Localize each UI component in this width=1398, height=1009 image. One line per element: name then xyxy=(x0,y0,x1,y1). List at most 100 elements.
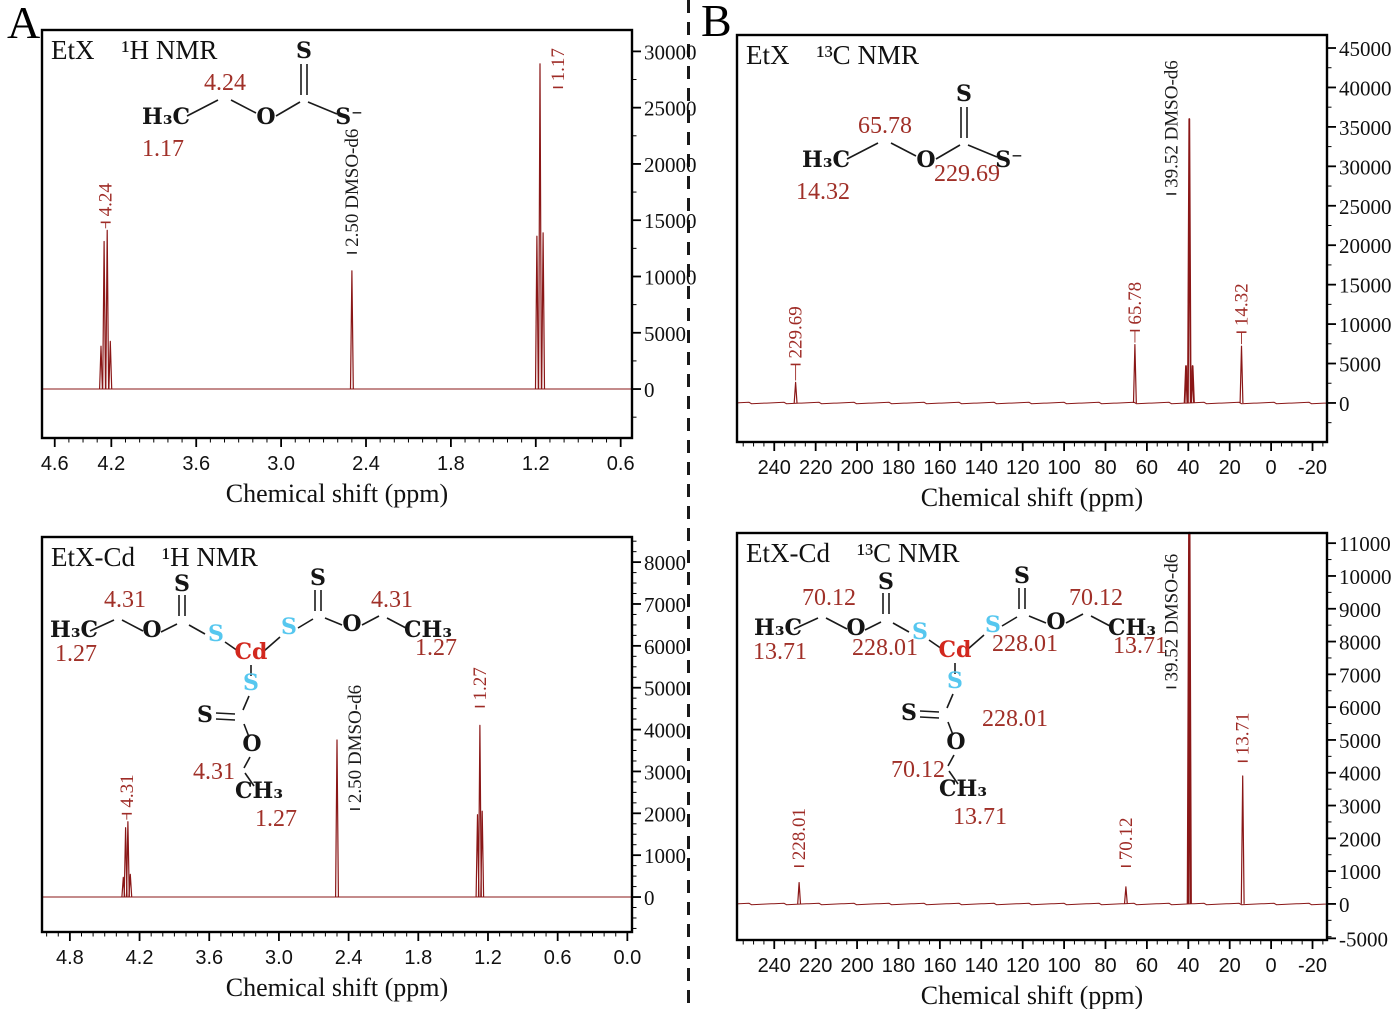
y-tick-label: 25000 xyxy=(644,97,697,121)
y-tick-label: 0 xyxy=(644,378,655,402)
y-tick-label: 10000 xyxy=(644,265,697,289)
panel-divider xyxy=(687,0,690,1009)
peak xyxy=(475,814,480,898)
x-tick-label: 20 xyxy=(1219,955,1241,977)
shift-c: 229.69 xyxy=(934,161,1000,187)
atom-s-bridge-right: S xyxy=(985,612,1001,638)
y-tick-label: 40000 xyxy=(1339,76,1392,100)
x-tick-label: 4.6 xyxy=(41,453,69,475)
peak xyxy=(477,724,482,898)
atom-s-thione-left: S xyxy=(174,571,190,597)
y-tick-label: 1000 xyxy=(644,844,686,868)
x-axis-title: Chemical shift (ppm) xyxy=(226,973,448,1002)
shift-ch2-left: 4.31 xyxy=(104,587,146,613)
shift-ch2-bottom: 4.31 xyxy=(193,759,235,785)
plot-frame xyxy=(735,33,1329,444)
peak xyxy=(349,270,354,390)
peak xyxy=(1240,775,1245,904)
peak-label: 2.50 DMSO-d6 xyxy=(342,129,363,247)
x-axis-title: Chemical shift (ppm) xyxy=(921,483,1143,512)
shift-ch3-right: 1.27 xyxy=(415,635,457,661)
panel-etxcd-1h: 4.8 4.2 3.6 3.0 2.4 1.8 1.2 0.6 0.0 0 1000 2000 3000… xyxy=(40,535,686,1002)
peak xyxy=(1183,365,1189,404)
y-tick-label: 25000 xyxy=(1339,195,1392,219)
peak xyxy=(1186,531,1192,904)
atom-s-thione: S xyxy=(296,38,312,64)
bonds xyxy=(846,107,998,160)
x-tick-label: 160 xyxy=(923,955,956,977)
x-tick-label: 1.2 xyxy=(522,453,550,475)
peak-label: 4.31 xyxy=(117,774,138,807)
peak-label: 1.27 xyxy=(470,667,491,700)
x-tick-label: 240 xyxy=(758,955,791,977)
x-tick-label: 4.2 xyxy=(126,947,154,969)
x-tick-label: 2.4 xyxy=(335,947,363,969)
panel-etx-1h: 4.6 4.2 3.6 3.0 2.4 1.8 1.2 0.6 0 5000 10000 15000 2… xyxy=(40,28,697,508)
x-tick-label: 3.6 xyxy=(195,947,223,969)
x-tick-label: 140 xyxy=(965,955,998,977)
atom-ch3-bottom: CH₃ xyxy=(939,776,987,802)
x-tick-label: 1.2 xyxy=(474,947,502,969)
x-tick-label: 0 xyxy=(1266,457,1277,479)
peak xyxy=(538,63,542,390)
x-tick-label: 4.2 xyxy=(97,453,125,475)
y-tick-label: 45000 xyxy=(1339,37,1392,61)
plot-frame xyxy=(735,531,1329,942)
atom-o: O xyxy=(916,147,935,173)
x-axis-title: Chemical shift (ppm) xyxy=(921,981,1143,1009)
x-tick-label: 100 xyxy=(1047,955,1080,977)
panel-etx-13c: 240 220 200 180 160 140 120 100 80 60 40 20 0 -200500… xyxy=(735,33,1392,512)
atom-s-minus: S⁻ xyxy=(335,104,363,130)
structure-etx-1h: H₃C O S S⁻ 4.24 1.17 xyxy=(142,38,363,162)
atom-s-thione-right: S xyxy=(310,565,326,591)
y-tick-label: 2000 xyxy=(1339,827,1381,851)
peak-label: 2.50 DMSO-d6 xyxy=(345,685,366,803)
panel-title: EtX ¹³C NMR xyxy=(746,40,919,70)
peak xyxy=(1187,118,1192,404)
shift-c-bottom: 228.01 xyxy=(982,706,1048,732)
y-tick-label: 0 xyxy=(1339,392,1350,416)
panel-label-a: A xyxy=(7,0,41,48)
peak-label: 39.52 DMSO-d6 xyxy=(1161,554,1182,682)
shift-ch3: 14.32 xyxy=(796,179,850,205)
atom-s-thione-right: S xyxy=(1014,563,1030,589)
x-tick-label: 60 xyxy=(1136,457,1158,479)
atom-o-bottom: O xyxy=(242,731,261,757)
structure-etx-13c: H₃C O S S⁻ 65.78 14.32 229.69 xyxy=(796,81,1023,205)
bonds xyxy=(793,588,1111,785)
x-tick-label: 80 xyxy=(1094,457,1116,479)
atom-s-bridge-right: S xyxy=(281,614,297,640)
peak xyxy=(335,739,339,898)
atom-s-bridge-bottom: S xyxy=(243,670,259,696)
y-tick-label: 15000 xyxy=(644,209,697,233)
x-tick-label: 140 xyxy=(965,457,998,479)
y-tick-label: 7000 xyxy=(1339,663,1381,687)
x-tick-label: 20 xyxy=(1219,457,1241,479)
x-tick-label: 0.6 xyxy=(607,453,635,475)
y-tick-label: 2000 xyxy=(644,802,686,826)
plot-frame xyxy=(40,28,634,440)
atom-h3c: H₃C xyxy=(802,147,850,173)
peak xyxy=(1132,344,1137,404)
y-tick-label: -5000 xyxy=(1339,927,1388,951)
x-tick-label: 1.8 xyxy=(437,453,465,475)
peak-label: 13.71 xyxy=(1233,713,1254,756)
peak xyxy=(108,340,113,390)
peak-label: 70.12 xyxy=(1116,817,1137,860)
shift-ch3-left: 13.71 xyxy=(753,639,807,665)
atom-h3c: H₃C xyxy=(142,104,190,130)
peak-label: 229.69 xyxy=(786,306,807,358)
shift-ch2: 65.78 xyxy=(858,113,912,139)
peak xyxy=(541,232,546,390)
x-tick-label: -20 xyxy=(1298,955,1327,977)
x-tick-label: 220 xyxy=(799,955,832,977)
x-tick-label: 1.8 xyxy=(404,947,432,969)
peak-label: 228.01 xyxy=(789,808,810,860)
x-tick-label: 40 xyxy=(1177,955,1199,977)
atom-ch3-right: CH₃ xyxy=(404,617,452,643)
atom-o-right: O xyxy=(342,611,361,637)
peak xyxy=(102,240,107,390)
atom-cd: Cd xyxy=(235,639,268,665)
atom-s-thione-bottom: S xyxy=(197,702,213,728)
peak xyxy=(793,381,798,404)
